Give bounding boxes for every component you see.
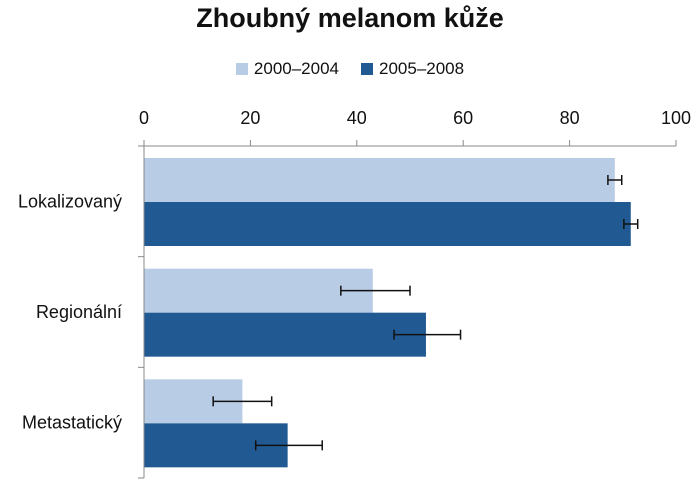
category-label-2: Regionální [36, 302, 122, 322]
x-tick-label-3: 40 [347, 108, 367, 128]
bar-2-series-2 [144, 312, 426, 357]
chart-title: Zhoubný melanom kůže [196, 3, 504, 33]
legend-item-series-2: 2005–2008 [361, 59, 464, 79]
x-tick-label-6: 100 [661, 108, 691, 128]
bar-2-series-1 [144, 268, 373, 313]
category-label-3: Metastatický [22, 413, 122, 433]
x-tick-label-2: 20 [240, 108, 260, 128]
legend: 2000–2004 2005–2008 [0, 59, 700, 79]
x-tick-label-5: 80 [560, 108, 580, 128]
legend-swatch-series-1 [235, 63, 248, 75]
bar-1-series-1 [144, 158, 615, 202]
legend-label-series-2: 2005–2008 [379, 59, 465, 78]
legend-swatch-series-2 [361, 63, 373, 75]
x-tick-label-1: 0 [139, 108, 149, 128]
x-tick-label-4: 60 [453, 108, 473, 128]
legend-item-series-1: 2000–2004 [235, 59, 339, 79]
category-label-1: Lokalizovaný [18, 191, 122, 211]
legend-label-series-1: 2000–2004 [253, 59, 339, 78]
bar-1-series-2 [144, 202, 631, 246]
